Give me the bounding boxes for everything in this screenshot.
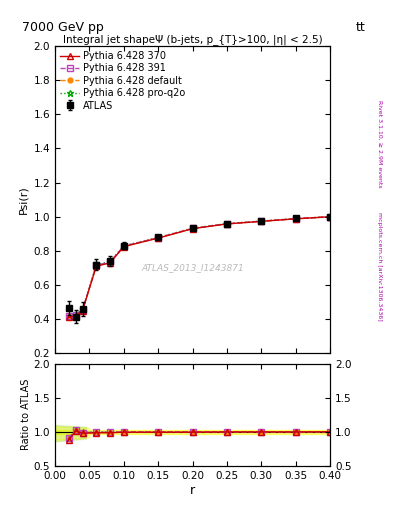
Text: mcplots.cern.ch [arXiv:1306.3436]: mcplots.cern.ch [arXiv:1306.3436] bbox=[377, 212, 382, 321]
Pythia 6.428 370 bbox=[73, 313, 78, 319]
Y-axis label: Ratio to ATLAS: Ratio to ATLAS bbox=[21, 379, 31, 451]
Pythia 6.428 pro-q2o bbox=[328, 214, 332, 220]
Line: Pythia 6.428 default: Pythia 6.428 default bbox=[66, 215, 332, 319]
Pythia 6.428 370 bbox=[259, 218, 264, 224]
Pythia 6.428 default bbox=[80, 307, 85, 313]
Pythia 6.428 391 bbox=[328, 214, 332, 220]
Pythia 6.428 pro-q2o bbox=[108, 259, 112, 265]
Text: tt: tt bbox=[356, 21, 366, 34]
Pythia 6.428 default bbox=[225, 221, 230, 227]
Legend: Pythia 6.428 370, Pythia 6.428 391, Pythia 6.428 default, Pythia 6.428 pro-q2o, : Pythia 6.428 370, Pythia 6.428 391, Pyth… bbox=[58, 49, 187, 113]
X-axis label: r: r bbox=[190, 483, 195, 497]
Pythia 6.428 default bbox=[94, 263, 99, 269]
Text: Rivet 3.1.10, ≥ 2.9M events: Rivet 3.1.10, ≥ 2.9M events bbox=[377, 99, 382, 187]
Pythia 6.428 391 bbox=[190, 225, 195, 231]
Pythia 6.428 370 bbox=[108, 260, 112, 266]
Pythia 6.428 default bbox=[156, 235, 161, 241]
Line: Pythia 6.428 370: Pythia 6.428 370 bbox=[66, 214, 333, 320]
Pythia 6.428 pro-q2o bbox=[156, 234, 161, 241]
Pythia 6.428 391 bbox=[108, 259, 112, 265]
Pythia 6.428 391 bbox=[293, 216, 298, 222]
Pythia 6.428 pro-q2o bbox=[225, 221, 230, 227]
Pythia 6.428 pro-q2o bbox=[73, 312, 78, 318]
Pythia 6.428 370 bbox=[225, 221, 230, 227]
Bar bbox=[55, 430, 330, 434]
Pythia 6.428 370 bbox=[94, 263, 99, 269]
Pythia 6.428 default bbox=[108, 260, 112, 266]
Pythia 6.428 pro-q2o bbox=[293, 216, 298, 222]
Pythia 6.428 370 bbox=[80, 308, 85, 314]
Pythia 6.428 391 bbox=[225, 221, 230, 227]
Pythia 6.428 pro-q2o bbox=[190, 225, 195, 231]
Line: Pythia 6.428 391: Pythia 6.428 391 bbox=[66, 214, 333, 318]
Pythia 6.428 370 bbox=[66, 314, 71, 321]
Pythia 6.428 391 bbox=[121, 243, 126, 249]
Pythia 6.428 default bbox=[190, 225, 195, 231]
Pythia 6.428 370 bbox=[121, 244, 126, 250]
Pythia 6.428 370 bbox=[190, 226, 195, 232]
Text: ATLAS_2013_I1243871: ATLAS_2013_I1243871 bbox=[141, 263, 244, 272]
Pythia 6.428 default bbox=[66, 313, 71, 319]
Pythia 6.428 391 bbox=[80, 307, 85, 313]
Pythia 6.428 pro-q2o bbox=[121, 243, 126, 249]
Y-axis label: Psi(r): Psi(r) bbox=[18, 185, 28, 214]
Pythia 6.428 391 bbox=[259, 218, 264, 224]
Pythia 6.428 391 bbox=[156, 234, 161, 241]
Pythia 6.428 default bbox=[121, 243, 126, 249]
Pythia 6.428 391 bbox=[66, 313, 71, 319]
Pythia 6.428 370 bbox=[156, 235, 161, 241]
Pythia 6.428 default bbox=[293, 216, 298, 222]
Pythia 6.428 default bbox=[328, 214, 332, 220]
Title: Integral jet shapeΨ (b-jets, p_{T}>100, |η| < 2.5): Integral jet shapeΨ (b-jets, p_{T}>100, … bbox=[63, 34, 322, 45]
Pythia 6.428 pro-q2o bbox=[80, 306, 85, 312]
Pythia 6.428 pro-q2o bbox=[66, 313, 71, 319]
Pythia 6.428 default bbox=[259, 218, 264, 224]
Text: 7000 GeV pp: 7000 GeV pp bbox=[22, 21, 104, 34]
Pythia 6.428 pro-q2o bbox=[259, 218, 264, 224]
Pythia 6.428 370 bbox=[293, 216, 298, 222]
Pythia 6.428 pro-q2o bbox=[94, 262, 99, 268]
Pythia 6.428 391 bbox=[94, 262, 99, 268]
Pythia 6.428 391 bbox=[73, 312, 78, 318]
Pythia 6.428 370 bbox=[328, 214, 332, 220]
Line: Pythia 6.428 pro-q2o: Pythia 6.428 pro-q2o bbox=[65, 214, 334, 319]
Pythia 6.428 default bbox=[73, 313, 78, 319]
